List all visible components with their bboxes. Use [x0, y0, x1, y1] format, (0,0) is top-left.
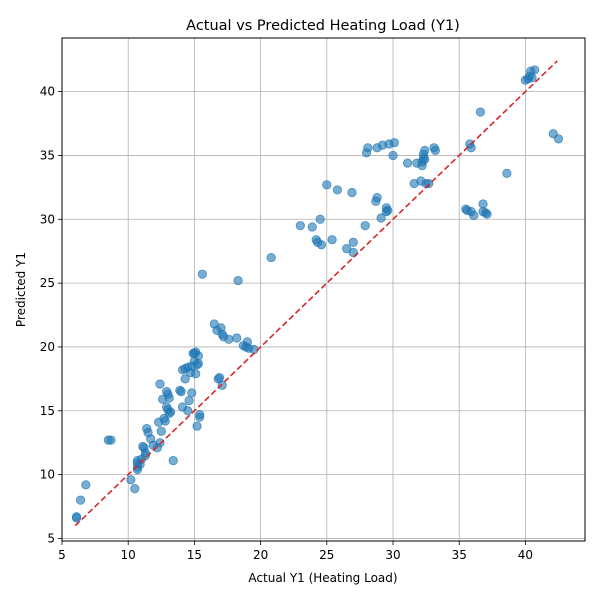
data-point — [71, 512, 82, 522]
data-point — [502, 168, 512, 178]
data-point — [402, 158, 413, 168]
data-point — [553, 134, 564, 144]
x-axis-ticks: 5 10 15 20 25 30 35 40 — [58, 541, 533, 562]
data-point — [192, 421, 202, 431]
data-point — [295, 221, 305, 231]
data-point — [160, 416, 170, 426]
identity-reference-line — [74, 60, 558, 527]
data-point — [176, 387, 186, 397]
data-point — [348, 237, 358, 247]
data-point — [383, 205, 393, 215]
data-point — [155, 438, 165, 448]
data-point — [332, 185, 343, 195]
data-point — [372, 192, 382, 203]
y-tick-label: 20 — [40, 340, 55, 354]
data-point — [527, 72, 537, 83]
y-tick-label: 10 — [40, 468, 55, 482]
y-tick-label: 25 — [40, 276, 55, 290]
data-point — [165, 407, 176, 417]
data-point — [180, 374, 190, 384]
data-point — [424, 178, 434, 189]
data-point — [388, 150, 398, 161]
data-point — [266, 252, 276, 263]
data-point — [347, 187, 357, 198]
plot-frame — [61, 37, 586, 542]
data-point — [475, 107, 485, 117]
data-point — [430, 145, 440, 155]
y-tick-label: 35 — [40, 148, 55, 162]
x-tick-label: 5 — [58, 548, 66, 562]
data-points — [71, 65, 564, 523]
data-point — [376, 213, 386, 223]
data-point — [224, 334, 234, 344]
data-point — [420, 154, 430, 164]
x-tick-label: 30 — [385, 548, 400, 562]
y-tick-label: 40 — [40, 85, 55, 99]
data-point — [126, 475, 136, 485]
data-point — [193, 351, 203, 361]
y-tick-label: 15 — [40, 404, 55, 418]
y-axis-label: Predicted Y1 — [14, 252, 28, 327]
data-point — [156, 426, 166, 436]
y-tick-label: 30 — [40, 212, 55, 226]
data-point — [420, 145, 430, 155]
data-point — [187, 388, 197, 398]
x-tick-label: 20 — [253, 548, 268, 562]
data-point — [217, 380, 227, 390]
data-point — [360, 221, 370, 231]
data-point — [232, 333, 242, 343]
data-point — [130, 484, 140, 494]
x-tick-label: 10 — [121, 548, 136, 562]
data-point — [106, 435, 116, 445]
data-point — [530, 65, 540, 75]
y-axis-ticks: 5 10 15 20 25 30 35 40 — [40, 85, 62, 545]
data-point — [233, 275, 243, 286]
data-point — [363, 143, 373, 153]
data-point — [469, 210, 479, 221]
data-point — [140, 450, 151, 461]
data-point — [164, 393, 174, 403]
data-point — [75, 495, 86, 505]
data-point — [322, 180, 332, 190]
data-point — [327, 235, 337, 245]
data-point — [193, 358, 203, 369]
data-point — [214, 372, 225, 383]
data-point — [389, 138, 399, 148]
gridlines — [61, 38, 585, 541]
data-point — [195, 410, 205, 420]
data-point — [81, 480, 91, 490]
chart-title: Actual vs Predicted Heating Load (Y1) — [186, 18, 460, 34]
x-axis-label: Actual Y1 (Heating Load) — [248, 571, 397, 585]
data-point — [482, 209, 492, 219]
data-point — [191, 369, 201, 379]
data-point — [478, 199, 488, 209]
data-point — [315, 214, 325, 224]
y-tick-label: 5 — [47, 531, 55, 545]
data-point — [168, 455, 178, 466]
x-tick-label: 25 — [319, 548, 334, 562]
data-point — [184, 395, 194, 406]
x-tick-label: 40 — [518, 548, 533, 562]
x-tick-label: 35 — [452, 548, 467, 562]
data-point — [316, 240, 327, 250]
data-point — [183, 406, 193, 416]
data-point — [155, 379, 165, 389]
x-tick-label: 15 — [187, 548, 202, 562]
data-point — [197, 269, 207, 279]
data-point — [307, 222, 317, 232]
